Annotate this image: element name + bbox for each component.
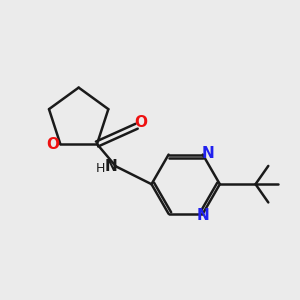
Text: O: O: [135, 115, 148, 130]
Text: N: N: [105, 159, 118, 174]
Text: N: N: [202, 146, 214, 160]
Text: H: H: [96, 162, 105, 175]
Text: O: O: [46, 136, 59, 152]
Text: N: N: [196, 208, 209, 223]
